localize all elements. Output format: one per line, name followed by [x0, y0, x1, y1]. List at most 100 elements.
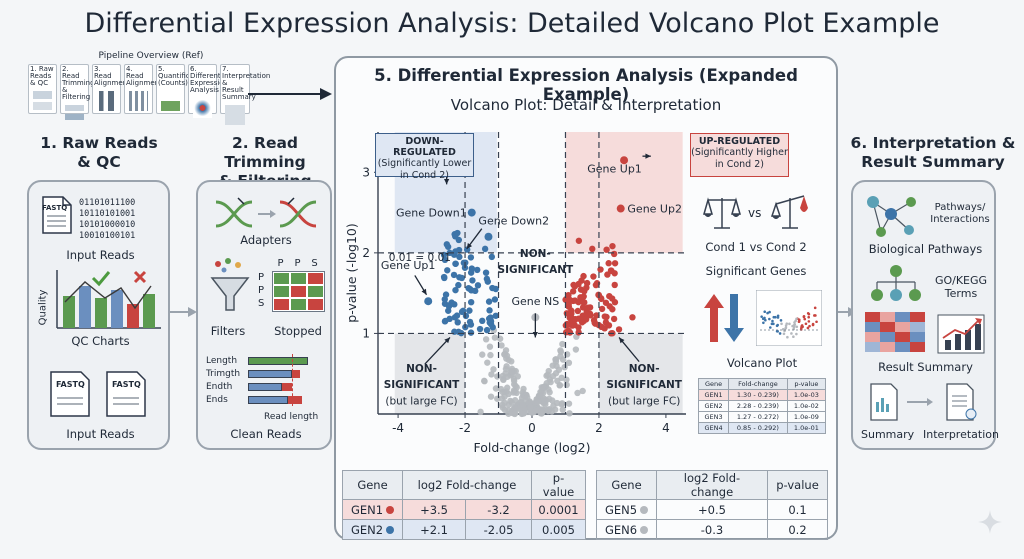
- point-down: [462, 312, 470, 320]
- nonsig-left-arrow: [424, 337, 451, 365]
- point-down: [467, 329, 475, 336]
- point-ns: [538, 408, 545, 415]
- point-down: [479, 317, 486, 325]
- heatmap-icon: [865, 312, 925, 352]
- point-ns: [532, 407, 539, 414]
- labeled-point: [620, 156, 629, 165]
- point-ns: [503, 363, 510, 370]
- volcano-plot: -4 -2 0 2 4 1 2 3 Fold-change (log2) p-value (-lo…: [344, 132, 686, 455]
- point-ns: [552, 356, 560, 363]
- point-down: [469, 277, 476, 284]
- y-tick-label: 2: [362, 246, 370, 260]
- point-ns: [572, 346, 580, 353]
- mini-volcano-point: [776, 314, 780, 318]
- point-ns: [508, 367, 515, 375]
- qc-chart: [56, 270, 161, 329]
- point-up: [608, 295, 616, 302]
- point-down: [452, 260, 459, 267]
- table-row: GEN6 -0.3 0.2: [596, 519, 828, 540]
- point-up: [569, 288, 577, 295]
- input-reads-label-1: Input Reads: [66, 248, 135, 262]
- mini-volcano-point: [806, 311, 810, 315]
- nonsig-left-2: SIGNIFICANT: [384, 379, 460, 391]
- point-down: [443, 241, 451, 248]
- point-down: [467, 298, 475, 306]
- point-down: [460, 259, 468, 267]
- mini-volcano-point: [790, 332, 793, 335]
- point-ns: [558, 401, 565, 408]
- mini-volcano-point: [763, 316, 766, 320]
- gene-label-ns: Gene NS: [511, 295, 559, 308]
- mini-volcano-point: [772, 322, 775, 326]
- gene-label-up1-left: Gene Up1: [381, 259, 436, 272]
- ns-large-fc-region-left: [394, 333, 466, 414]
- mini-volcano-point: [793, 323, 797, 326]
- flow-arrow-to-de: [248, 88, 332, 100]
- point-up: [611, 270, 618, 277]
- mini-volcano-point: [792, 325, 796, 329]
- point-ns: [482, 336, 490, 343]
- point-up: [570, 281, 577, 289]
- point-ns: [563, 381, 570, 389]
- point-extra: [629, 314, 636, 321]
- binary-sequence: 01101011100 10110101001 10101000010 1001…: [79, 198, 136, 241]
- down-regulated-box: DOWN-REGULATED (Significantly Lower in C…: [375, 133, 474, 181]
- point-down: [441, 256, 449, 264]
- point-up: [580, 293, 587, 300]
- point-ns: [501, 406, 509, 413]
- point-down: [474, 282, 482, 289]
- point-ns: [503, 352, 511, 359]
- point-ns: [559, 340, 566, 348]
- mini-volcano-point: [804, 322, 808, 326]
- point-ns: [540, 395, 547, 402]
- point-extra: [455, 281, 462, 289]
- point-up: [603, 246, 610, 253]
- point-up: [580, 299, 587, 306]
- mini-volcano-point: [779, 319, 783, 322]
- nonsig-right-arrow-head: [619, 337, 625, 344]
- point-down: [466, 285, 474, 293]
- point-ns: [490, 366, 497, 373]
- trend-chart-icon: [937, 314, 985, 354]
- point-down: [466, 307, 473, 314]
- point-down: [444, 267, 451, 274]
- point-up: [602, 299, 610, 306]
- x-axis-label: Fold-change (log2): [473, 440, 590, 455]
- point-down: [458, 308, 466, 316]
- mini-volcano-point: [808, 324, 811, 328]
- point-down: [474, 266, 481, 274]
- up-regulated-region: [565, 132, 683, 253]
- table-row: GEN2 +2.1 -2.05 0.005: [342, 519, 586, 540]
- point-down: [483, 275, 491, 283]
- point-down: [454, 319, 461, 326]
- mini-volcano-point: [795, 332, 798, 336]
- point-ns: [520, 385, 527, 393]
- mini-volcano-point: [768, 310, 771, 314]
- point-up: [597, 266, 604, 273]
- labeled-point: [424, 297, 433, 306]
- vs-label: vs: [748, 206, 762, 220]
- point-down: [485, 298, 493, 305]
- x-tick-label: 4: [662, 421, 670, 435]
- mini-volcano-point: [807, 315, 810, 319]
- point-ns: [487, 393, 495, 400]
- mini-volcano-point: [811, 322, 815, 326]
- mini-volcano-point: [795, 325, 799, 329]
- point-down: [476, 325, 484, 333]
- table-row: GEN1 +3.5 -3.2 0.0001: [342, 499, 586, 520]
- input-reads-label-2: Input Reads: [66, 427, 135, 441]
- point-ns: [566, 410, 573, 417]
- point-down: [440, 273, 448, 281]
- mini-volcano-point: [766, 311, 769, 315]
- point-extra: [481, 245, 489, 253]
- mini-volcano-point: [780, 322, 783, 326]
- point-ns: [549, 397, 556, 404]
- point-up: [601, 313, 609, 320]
- mini-volcano-point: [795, 317, 798, 321]
- pipeline-ref-label: Pipeline Overview (Ref): [98, 51, 204, 61]
- point-ns: [502, 370, 509, 377]
- point-up: [574, 307, 582, 315]
- threshold-label: 0.01 = 0.01: [389, 252, 451, 264]
- mini-volcano-point: [762, 321, 765, 325]
- point-down: [442, 291, 450, 298]
